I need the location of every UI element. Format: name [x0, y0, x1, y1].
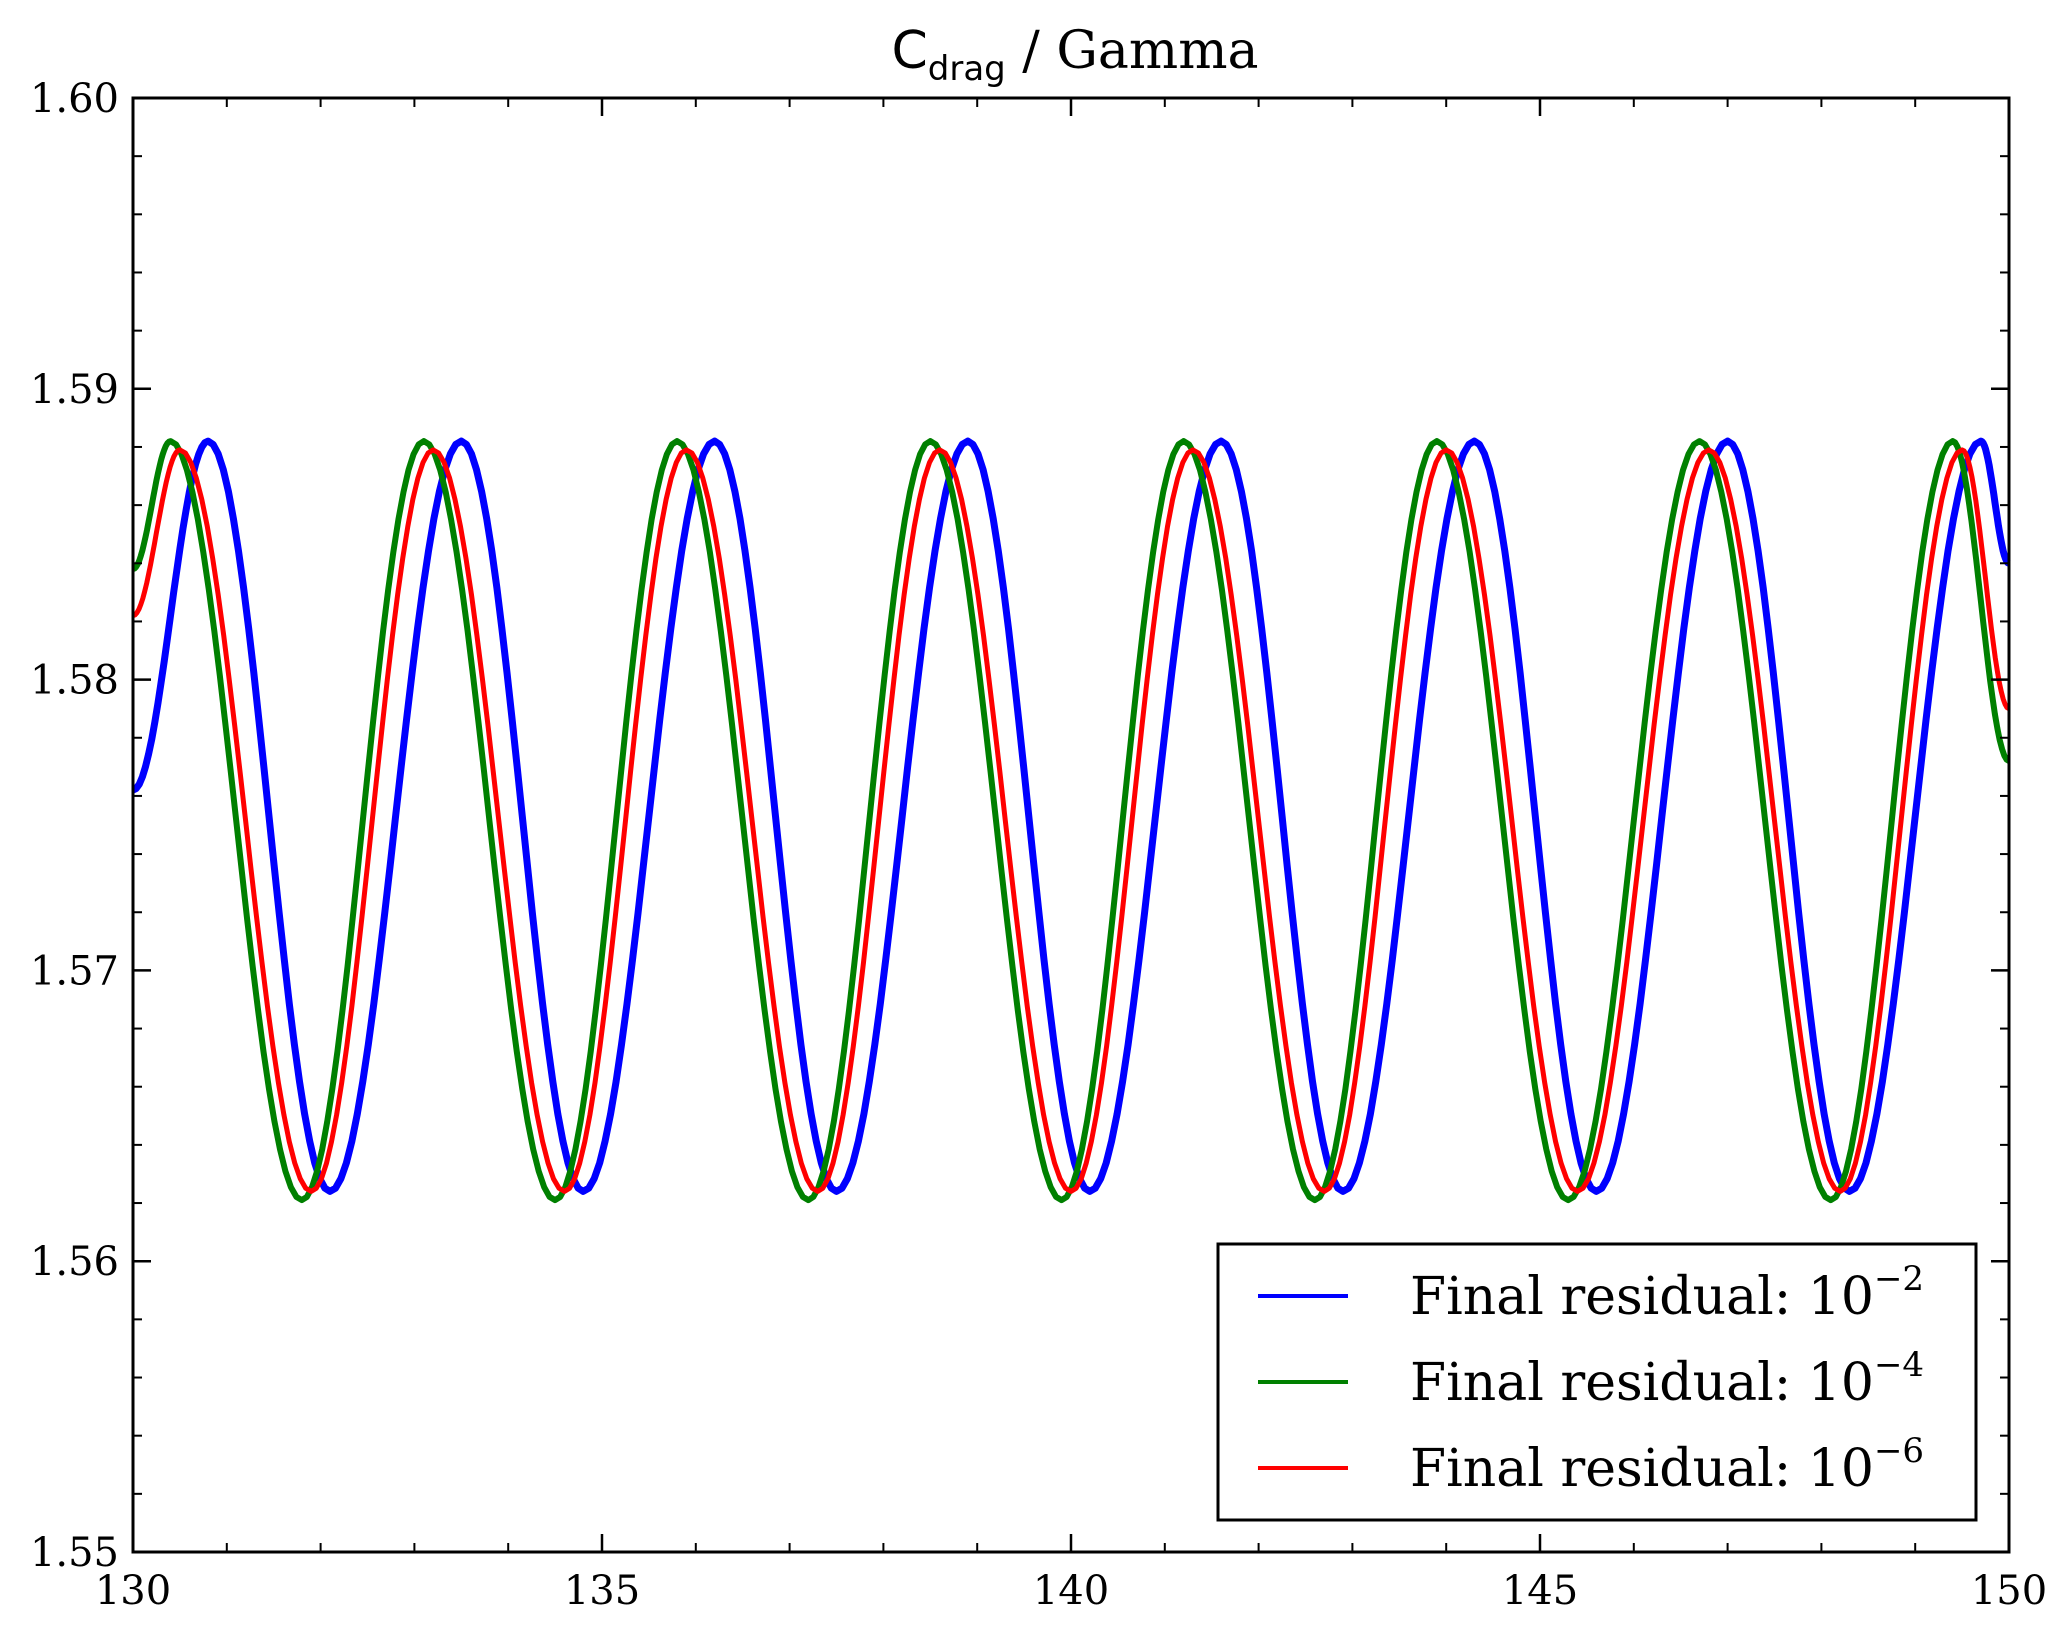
y-tick-label: 1.59 [30, 367, 119, 413]
legend-label-exponent: −2 [1874, 1259, 1924, 1299]
x-tick-label: 150 [1971, 1568, 2047, 1614]
x-tick-label: 135 [564, 1568, 640, 1614]
series-line-3 [132, 447, 2011, 1194]
legend-label-exponent: −4 [1874, 1345, 1924, 1385]
title-subscript: drag [928, 49, 1006, 89]
legend-label-text: Final residual: 10 [1410, 1267, 1874, 1327]
y-tick-label: 1.60 [30, 76, 119, 122]
legend-label-2: Final residual: 10−4 [1410, 1345, 1924, 1413]
x-tick-label: 145 [1502, 1568, 1578, 1614]
series-layer [131, 437, 2012, 1204]
title-rest: / Gamma [1006, 21, 1259, 81]
title-main: C [891, 21, 927, 81]
y-tick-label: 1.57 [30, 948, 119, 994]
legend-label-exponent: −6 [1874, 1431, 1924, 1471]
legend-label-text: Final residual: 10 [1410, 1439, 1874, 1499]
series-line-1 [131, 437, 2012, 1195]
x-tick-label: 140 [1033, 1568, 1109, 1614]
series-line-2 [131, 438, 2011, 1204]
y-tick-label: 1.56 [30, 1239, 119, 1285]
y-tick-label: 1.58 [30, 658, 119, 704]
x-tick-label: 130 [95, 1568, 171, 1614]
plot-frame [131, 96, 2011, 1554]
tick-label-layer: 130 135 140 145 150 1.55 1.56 1.57 1.58 1.59 1.60 [30, 76, 2047, 1614]
y-tick-label: 1.55 [30, 1530, 119, 1576]
chart-title: Cdrag / Gamma [891, 21, 1258, 89]
legend-label-3: Final residual: 10−6 [1410, 1431, 1924, 1499]
legend-label-1: Final residual: 10−2 [1410, 1259, 1924, 1327]
legend-label-text: Final residual: 10 [1410, 1353, 1874, 1413]
